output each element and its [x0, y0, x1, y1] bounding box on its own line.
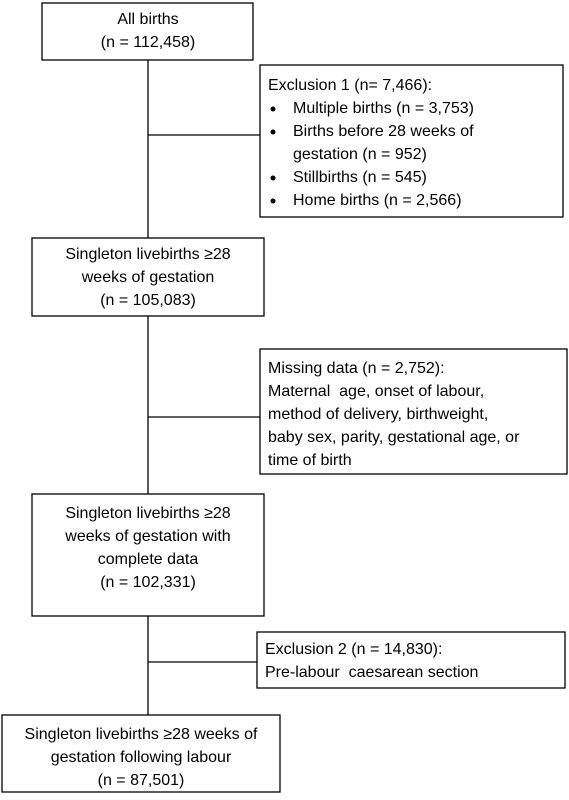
exclusion-text: time of birth — [268, 452, 352, 469]
exclusion-text: method of delivery, birthweight, — [268, 406, 488, 423]
exclusion-title: Exclusion 1 (n= 7,466): — [268, 77, 432, 94]
node-text: (n = 112,458) — [101, 34, 195, 51]
node-text: Singleton livebirths ≥28 weeks of — [25, 726, 258, 743]
exclusion-item: Births before 28 weeks of — [293, 123, 474, 140]
node-box — [31, 237, 265, 317]
bullet — [270, 175, 276, 181]
node-text: weeks of gestation — [81, 269, 215, 286]
node-text: gestation following labour — [51, 749, 232, 766]
exclusion-text: baby sex, parity, gestational age, or — [268, 429, 520, 446]
exclusion-item: Multiple births (n = 3,753) — [293, 100, 474, 117]
node-box — [1, 714, 281, 793]
exclusion-text: Pre-labour caesarean section — [265, 664, 478, 681]
node-text: (n = 102,331) — [100, 574, 196, 591]
bullet — [270, 106, 276, 112]
exclusion-box — [259, 64, 564, 218]
node-box — [41, 2, 254, 61]
exclusion-title: Exclusion 2 (n = 14,830): — [265, 641, 442, 658]
exclusion-text: Maternal age, onset of labour, — [268, 383, 484, 400]
node-text: All births — [117, 11, 178, 28]
node-text: Singleton livebirths ≥28 — [65, 246, 230, 263]
exclusion-item: gestation (n = 952) — [293, 146, 427, 163]
bullet — [270, 198, 276, 204]
node-text: (n = 87,501) — [98, 772, 185, 789]
exclusion-item: Home births (n = 2,566) — [293, 192, 462, 209]
node-box — [31, 493, 265, 617]
node-text: weeks of gestation with — [64, 528, 230, 545]
node-text: (n = 105,083) — [100, 292, 196, 309]
exclusion-box — [256, 631, 566, 689]
exclusion-box — [259, 348, 568, 475]
bullet — [270, 129, 276, 135]
exclusion-title: Missing data (n = 2,752): — [268, 360, 445, 377]
node-text: Singleton livebirths ≥28 — [65, 505, 230, 522]
exclusion-item: Stillbirths (n = 545) — [293, 169, 427, 186]
node-text: complete data — [98, 551, 199, 568]
